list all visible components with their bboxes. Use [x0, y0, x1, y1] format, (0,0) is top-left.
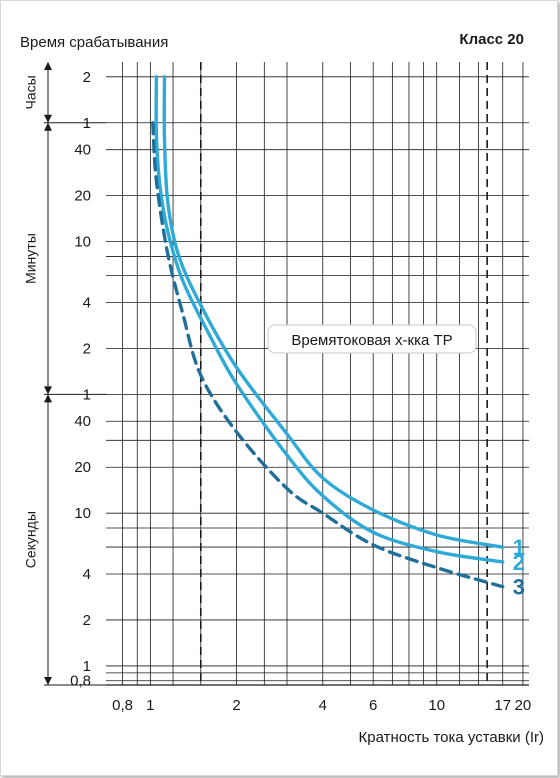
x-tick-label: 4 [319, 697, 327, 714]
x-axis-title: Кратность тока уставки (Ir) [359, 729, 545, 746]
x-tick-label: 1 [146, 697, 154, 714]
series-line-1 [162, 75, 505, 549]
band-arrow-up-icon [44, 122, 52, 131]
y-tick-label: 20 [74, 188, 91, 205]
y-tick-label: 20 [74, 459, 91, 476]
y-tick-label: 0,8 [70, 673, 91, 690]
band-arrow-up-icon [44, 62, 52, 70]
series-label-2: 2 [513, 550, 525, 575]
y-tick-label: 1 [83, 386, 91, 403]
y-tick-label: 2 [83, 612, 91, 629]
chart-title: Класс 20 [459, 31, 524, 48]
chart-axes [44, 62, 529, 686]
band-arrow-up-icon [44, 394, 52, 403]
x-tick-label: 2 [232, 697, 240, 714]
y-tick-label: 1 [83, 658, 91, 675]
chart-grid [106, 62, 529, 685]
y-tick-label: 2 [83, 69, 91, 86]
series-label-3: 3 [513, 575, 525, 600]
x-tick-label: 6 [369, 697, 377, 714]
band-arrow-down-icon [44, 677, 52, 685]
y-tick-label: 4 [83, 566, 91, 583]
y-tick-label: 1 [83, 115, 91, 132]
y-tick-label: 40 [74, 142, 91, 159]
series-line-3 [151, 121, 505, 589]
x-tick-label: 20 [515, 697, 532, 714]
y-tick-label: 40 [74, 413, 91, 430]
series-label-1: 1 [513, 535, 525, 560]
band-label: Минуты [23, 233, 39, 284]
x-tick-label: 10 [428, 697, 445, 714]
x-tick-label: 0,8 [112, 697, 133, 714]
band-arrow-down-icon [44, 386, 52, 395]
y-tick-label: 4 [83, 294, 91, 311]
y-tick-label: 10 [74, 505, 91, 522]
series-line-2 [154, 75, 505, 564]
chart-curves [151, 75, 505, 589]
band-label: Секунды [23, 511, 39, 568]
y-axis-title: Время срабатывания [20, 34, 168, 51]
band-label: Часы [23, 75, 39, 109]
x-tick-label: 17 [494, 697, 511, 714]
band-arrow-down-icon [44, 114, 52, 123]
chart-labels: ЧасыМинутыСекунды214020104214020104210,8… [23, 69, 532, 714]
y-tick-label: 10 [74, 234, 91, 251]
annotation-box: Времятоковая х-кка ТР [267, 324, 477, 354]
annotation-text: Времятоковая х-кка ТР [291, 332, 452, 349]
y-tick-label: 2 [83, 340, 91, 357]
